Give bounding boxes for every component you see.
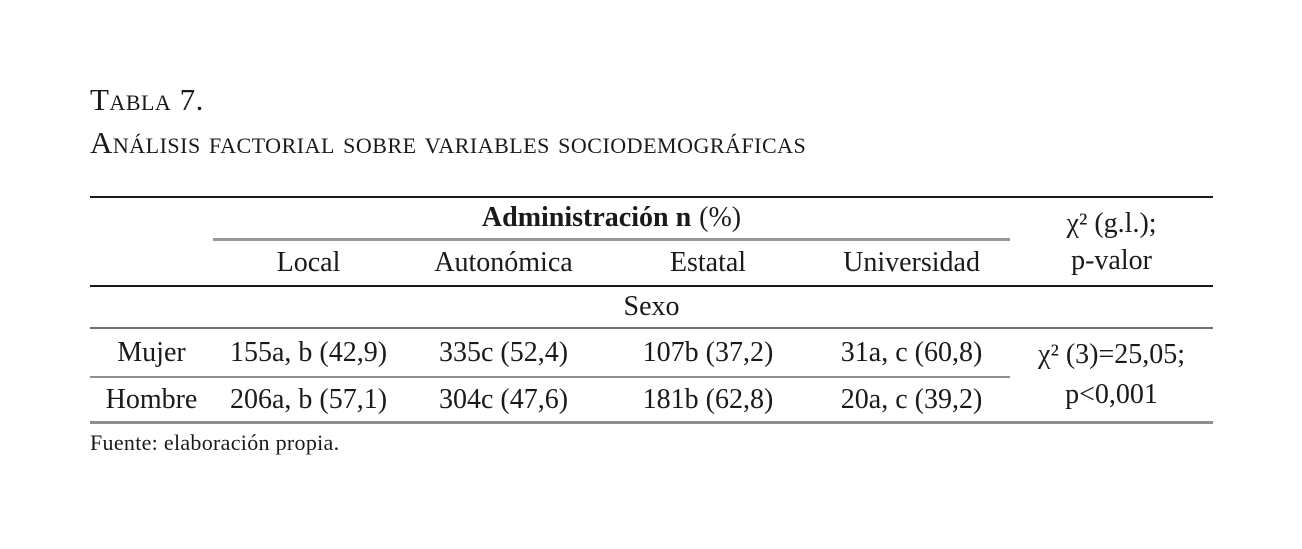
group-row: Sexo [90,286,1214,329]
data-cell: 335c (52,4) [404,328,603,378]
chi-square-header-line2: p-valor [1071,244,1152,276]
group-label-sexo: Sexo [90,286,1214,329]
data-cell: 181b (62,8) [603,377,813,424]
data-cell: 304c (47,6) [404,377,603,424]
column-header-local: Local [213,239,404,287]
table-number: Tabla 7. [90,82,204,117]
data-cell: 107b (37,2) [603,328,813,378]
column-group-header: Administración n (%) [213,196,1011,241]
row-label: Hombre [90,377,213,424]
source-note: Fuente: elaboración propia. [90,430,340,455]
header-spanner-row: Administración n (%) χ² (g.l.); p-valor [90,196,1214,287]
column-group-unit: (%) [699,202,742,233]
chi-square-header-line1: χ² (g.l.); [1066,207,1157,239]
data-cell: 31a, c (60,8) [813,328,1011,378]
table-row-mujer: Mujer 155a, b (42,9) 335c (52,4) 107b (3… [90,328,1214,424]
table-row-hombre: Hombre 206a, b (57,1) 304c (47,6) 181b (… [90,377,1213,424]
column-group-label: Administración n [481,202,692,233]
data-cell: 155a, b (42,9) [213,328,404,378]
data-cell: 206a, b (57,1) [213,377,404,424]
column-header-universidad: Universidad [813,239,1011,287]
column-header-autonomica: Autonómica [404,239,603,287]
table-title: Análisis factorial sobre variables socio… [90,125,807,160]
table-caption: Tabla 7. Análisis factorial sobre variab… [90,78,806,164]
chi-square-result-cell: χ² (3)=25,05; p<0,001 [1010,328,1214,424]
column-header-estatal: Estatal [603,239,813,287]
data-cell: 20a, c (39,2) [813,377,1011,424]
row-label: Mujer [90,328,213,378]
sociodemographic-table: Administración n (%) χ² (g.l.); p-valor L… [90,196,1214,424]
chi-square-result-line2: p<0,001 [1065,379,1158,410]
chi-square-result-line1: χ² (3)=25,05; [1038,339,1186,370]
stub-cell [90,196,213,287]
column-header-row: Local Autonómica Estatal Universidad [90,239,1213,287]
chi-square-header: χ² (g.l.); p-valor [1010,196,1214,287]
